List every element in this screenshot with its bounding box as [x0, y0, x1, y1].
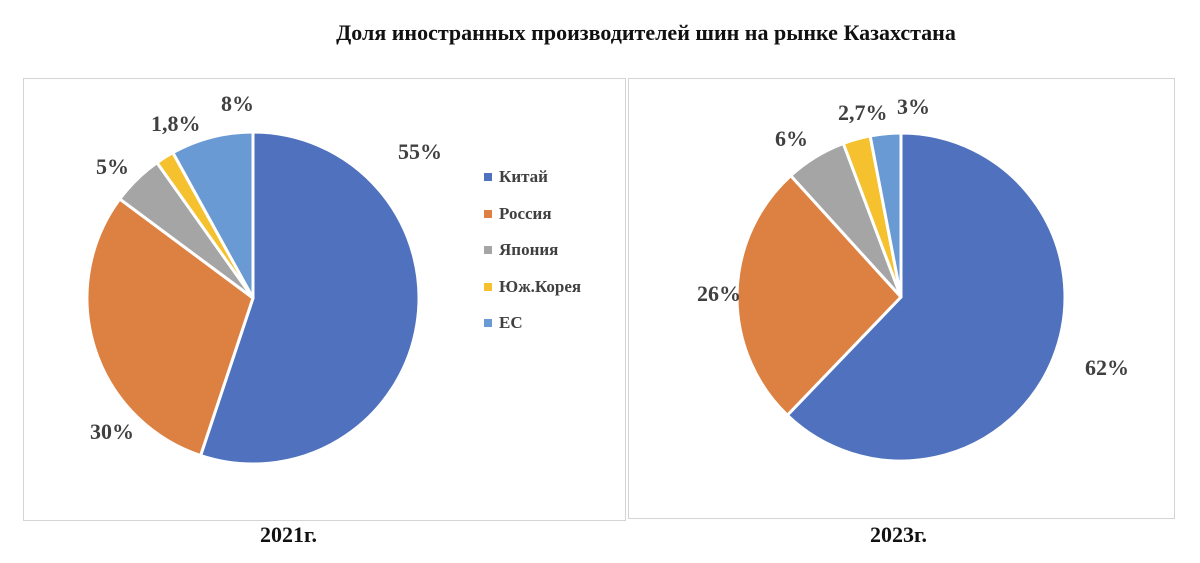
pie-slice-russia-2023 — [735, 174, 903, 417]
data-label-south-korea-2021: 1,8% — [151, 111, 201, 136]
data-label-south-korea-2023: 2,7% — [838, 100, 888, 125]
legend-item-south-korea: Юж.Корея — [484, 269, 581, 306]
legend-item-russia: Россия — [484, 196, 581, 233]
chart-legend: Китай Россия Япония Юж.Корея ЕС — [484, 159, 581, 342]
pie-slice-china-2023 — [785, 131, 1067, 463]
pie-chart-2021: 55% 30% 5% 1,8% 8% — [85, 91, 442, 466]
year-caption-2023: 2023г. — [870, 522, 928, 547]
legend-label: ЕС — [499, 313, 523, 333]
legend-swatch — [484, 246, 492, 255]
legend-swatch — [484, 319, 492, 328]
chart-title: Доля иностранных производителей шин на р… — [336, 20, 956, 45]
data-label-japan-2023: 6% — [775, 126, 808, 151]
legend-label: Россия — [499, 203, 552, 223]
pie-chart-2023: 62% 26% 6% 2,7% 3% — [697, 94, 1129, 463]
pie-slice-china-2021 — [199, 130, 421, 466]
pie-slice-russia-2021 — [85, 197, 255, 458]
pie-slice-eu-2023 — [868, 131, 903, 299]
legend-item-china: Китай — [484, 159, 581, 196]
data-label-japan-2021: 5% — [96, 154, 129, 179]
legend-label: Юж.Корея — [499, 276, 582, 296]
data-label-russia-2021: 30% — [90, 419, 134, 444]
data-label-eu-2023: 3% — [897, 94, 930, 119]
chart-panel-2023: 62% 26% 6% 2,7% 3% — [628, 78, 1175, 519]
legend-swatch — [484, 282, 492, 291]
data-label-china-2021: 55% — [398, 139, 442, 164]
legend-swatch — [484, 209, 492, 218]
data-label-china-2023: 62% — [1085, 355, 1129, 380]
legend-item-eu: ЕС — [484, 305, 581, 342]
pie-slice-eu-2021 — [171, 130, 255, 300]
legend-item-japan: Япония — [484, 232, 581, 269]
data-label-russia-2023: 26% — [697, 281, 741, 306]
legend-label: Япония — [499, 240, 559, 260]
year-caption-2021: 2021г. — [260, 522, 318, 547]
legend-label: Китай — [499, 167, 548, 187]
legend-swatch — [484, 173, 492, 182]
chart-panel-2021: 55% 30% 5% 1,8% 8% Китай Россия Япония Юж.Корея… — [23, 78, 626, 521]
data-label-eu-2021: 8% — [221, 91, 254, 116]
